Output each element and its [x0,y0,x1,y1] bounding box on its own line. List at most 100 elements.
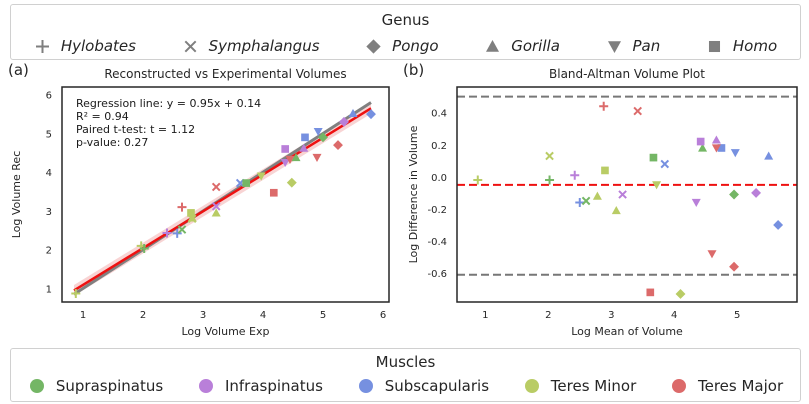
y-tick-label: 5 [46,129,52,140]
data-point [333,140,343,151]
data-point [545,175,555,185]
x-tick-label: 2 [545,310,551,321]
data-point [291,153,301,162]
circle-icon [358,379,373,393]
chart-title: Bland-Altman Volume Plot [549,67,705,81]
x-tick-label: 4 [260,310,266,321]
circle-icon [524,379,539,393]
genus-legend-label: Hylobates [60,37,136,55]
y-tick-label: 6 [46,91,52,102]
axes-frame [61,86,390,303]
stats-annotation: R² = 0.94 [76,110,129,123]
data-point [211,208,221,217]
data-point [691,198,701,208]
data-point [299,143,309,152]
data-point [729,261,739,272]
data-point [649,153,658,162]
x-tick-label: 4 [671,310,677,321]
genus-legend-item: Pongo [365,37,439,55]
muscle-legend-item: Infraspinatus [197,377,323,395]
stats-annotation: Paired t-test: t = 1.12 [76,123,195,136]
y-tick-label: 0.4 [431,109,447,120]
muscle-legend-label: Supraspinatus [55,377,164,395]
data-point [696,137,705,146]
data-point [281,145,290,153]
axes-frame [456,86,798,303]
data-point [581,196,591,206]
data-point [312,153,322,163]
y-tick-label: -0.6 [427,269,447,280]
genus-legend-item: Homo [706,37,777,55]
data-point [730,149,740,158]
genus-legend-title: Genus [381,11,430,29]
data-point [545,151,554,161]
x-axis-label: Log Mean of Volume [571,325,683,338]
x-tick-label: 5 [734,310,740,321]
circle-icon [671,379,686,393]
x-tick-label: 5 [320,310,326,321]
data-point [162,228,172,238]
panel-b: (b) Bland-Altman Volume Plot 1 2 3 4 5 0.4 0.2 0.… [403,61,798,338]
genus-legend-items: Hylobates Symphalangus Pongo Gorilla Pan Homo [11,35,800,57]
y-tick-label: -0.2 [427,205,447,216]
muscle-legend-label: Teres Minor [550,377,637,395]
x-tick-label: 6 [380,310,386,321]
genus-legend-item: Pan [606,37,660,55]
y-tick-label: 2 [46,246,52,257]
panel-a: (a) Reconstructed vs Experimental Volumes… [8,61,390,338]
y-tick-label: -0.4 [427,237,447,248]
genus-legend-item: Gorilla [484,37,560,55]
data-point [711,135,721,144]
data-point [211,182,221,192]
muscle-legend-label: Teres Major [697,377,784,395]
data-point [280,158,290,168]
data-point [601,166,609,175]
x-axis-label: Log Volume Exp [182,325,270,338]
muscle-legend-title: Muscles [375,353,436,371]
data-point [242,179,251,187]
x-tick-label: 3 [608,310,614,321]
genus-legend-label: Homo [732,37,778,55]
data-point [773,220,784,230]
muscle-legend: Muscles Supraspinatus Infraspinatus Subsca… [10,348,801,402]
genus-legend-label: Gorilla [511,37,560,55]
data-point [177,202,187,212]
muscle-legend-label: Infraspinatus [224,377,323,395]
data-point [366,109,376,120]
y-tick-label: 3 [46,207,52,218]
data-point [618,190,627,199]
chart-title: Reconstructed vs Experimental Volumes [104,67,346,81]
data-point [211,202,221,211]
data-point [269,188,278,197]
y-tick-label: 4 [46,168,52,179]
plot-area [457,95,797,299]
data-point [187,209,195,217]
muscle-legend-item: Supraspinatus [28,377,163,395]
data-point [575,198,585,208]
data-point [473,175,483,185]
genus-legend-item: Hylobates [34,37,136,55]
data-point [139,244,149,254]
y-tick-label: 0.2 [431,141,447,152]
data-point [348,108,358,117]
data-point [318,132,328,143]
data-point [570,170,580,180]
data-point [187,213,197,222]
data-point [71,288,81,298]
panel-label: (b) [403,61,424,79]
data-point [751,187,762,198]
data-point [675,289,686,299]
data-point [646,288,655,297]
square-icon [708,40,720,52]
data-point [172,228,182,238]
triangle-up-icon [486,39,500,52]
genus-legend-item: Symphalangus [182,37,320,55]
data-point [313,127,323,137]
data-point [711,144,721,153]
data-point [286,177,297,188]
y-axis-label: Log Difference in Volume [407,125,420,263]
genus-legend-label: Symphalangus [208,37,320,55]
muscle-legend-label: Subscapularis [384,377,490,395]
plot-area [71,101,376,298]
